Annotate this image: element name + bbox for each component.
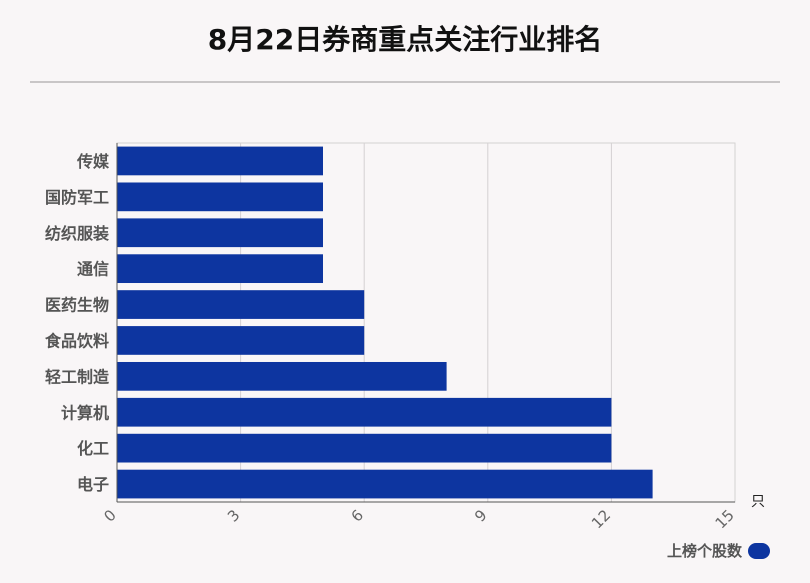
chart-legend[interactable]: 上榜个股数 (667, 540, 770, 561)
bar (117, 326, 365, 355)
category-label: 传媒 (76, 152, 110, 171)
bar (117, 218, 323, 248)
category-label: 计算机 (61, 403, 109, 422)
title-divider (30, 81, 780, 83)
x-tick-label: 0 (100, 506, 119, 525)
x-tick-label: 9 (471, 506, 490, 525)
x-tick-label: 3 (224, 506, 243, 525)
category-label: 电子 (77, 475, 109, 494)
category-label: 化工 (77, 439, 109, 458)
x-unit-label: 只 (751, 494, 765, 510)
category-label: 通信 (77, 260, 109, 279)
legend-label: 上榜个股数 (666, 542, 742, 560)
x-tick-label: 15 (712, 506, 738, 532)
bar (117, 397, 612, 427)
bar (117, 146, 323, 176)
category-label: 轻工制造 (45, 367, 110, 386)
category-label: 纺织服装 (45, 224, 109, 243)
bar (117, 469, 653, 499)
category-label: 国防军工 (45, 188, 109, 207)
bar (117, 433, 612, 463)
x-tick-label: 12 (588, 506, 614, 532)
bar (117, 290, 365, 319)
bar (117, 361, 447, 391)
bar (117, 182, 323, 212)
legend-swatch (748, 542, 770, 559)
category-label: 食品饮料 (44, 331, 109, 350)
x-tick-label: 6 (348, 506, 367, 525)
chart-title: 8月22日券商重点关注行业排名 (207, 23, 603, 56)
category-label: 医药生物 (45, 296, 109, 315)
bar (117, 254, 323, 284)
